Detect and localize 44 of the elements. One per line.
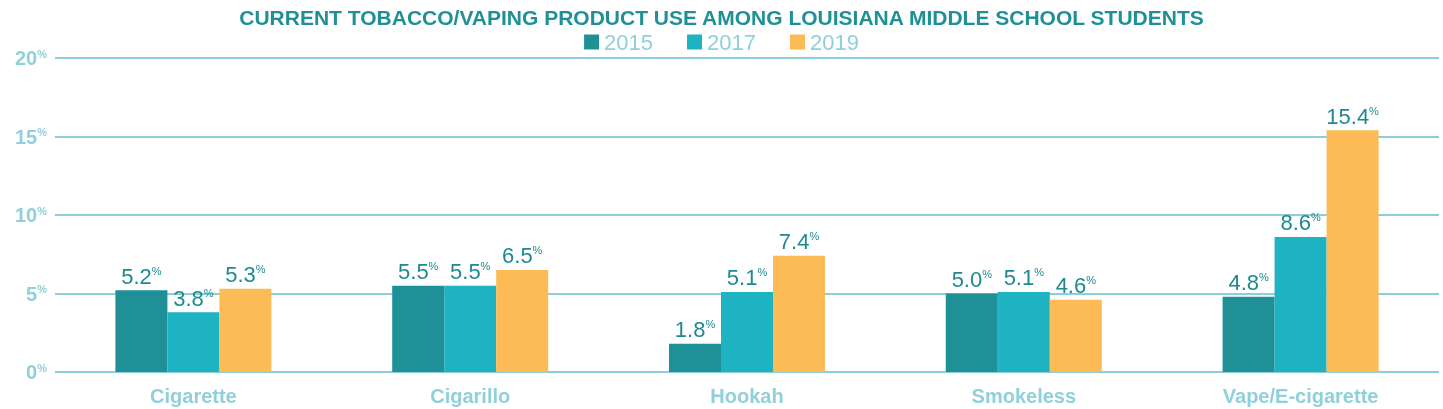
data-label: 5.5%: [450, 259, 491, 285]
y-tick-label: 5%: [26, 282, 48, 305]
bar: [392, 285, 445, 372]
data-label: 4.6%: [1055, 273, 1097, 299]
legend-label: 2019: [809, 29, 859, 55]
legend-label: 2017: [707, 29, 756, 55]
y-tick-label: 10%: [14, 204, 48, 226]
bar: [1049, 299, 1102, 372]
bar: [669, 343, 721, 372]
data-label: 5.5%: [398, 259, 439, 285]
data-label: 4.8%: [1228, 270, 1269, 296]
y-tick-label: 0%: [26, 361, 48, 383]
bar: [167, 312, 220, 372]
bar: [945, 293, 998, 372]
data-label: 15.4%: [1326, 103, 1380, 129]
data-label: 5.0%: [951, 267, 993, 292]
bar: [496, 269, 549, 372]
x-tick-label: Vape/E-cigarette: [1222, 385, 1379, 407]
data-label: 5.1%: [1003, 265, 1045, 291]
data-label: 3.8%: [173, 285, 214, 311]
bar: [1274, 236, 1327, 372]
chart-title: CURRENT TOBACCO/VAPING PRODUCT USE AMONG LOUISIANA MIDDLE SCHOOL STUDENTS: [239, 6, 1204, 29]
data-label: 5.1%: [726, 265, 768, 291]
bar: [997, 291, 1050, 372]
x-tick-label: Cigarette: [150, 385, 237, 407]
x-tick-label: Smokeless: [971, 385, 1077, 407]
bar: [773, 255, 825, 372]
y-tick-label: 15%: [14, 125, 48, 148]
bar: [721, 291, 773, 372]
y-tick-label: 20%: [14, 47, 48, 69]
data-label: 6.5%: [502, 243, 543, 269]
data-label: 1.8%: [674, 317, 716, 343]
bar: [444, 285, 497, 372]
x-tick-label: Cigarillo: [430, 385, 511, 407]
legend-label: 2015: [604, 29, 654, 55]
data-label: 8.6%: [1280, 210, 1321, 236]
x-tick-label: Hookah: [710, 385, 784, 407]
bar: [1222, 296, 1275, 372]
bar: [219, 288, 272, 372]
data-label: 5.3%: [225, 262, 266, 288]
bar: [115, 290, 168, 372]
bar: [1326, 130, 1379, 372]
data-label: 7.4%: [778, 229, 820, 255]
data-label: 5.2%: [121, 263, 162, 289]
